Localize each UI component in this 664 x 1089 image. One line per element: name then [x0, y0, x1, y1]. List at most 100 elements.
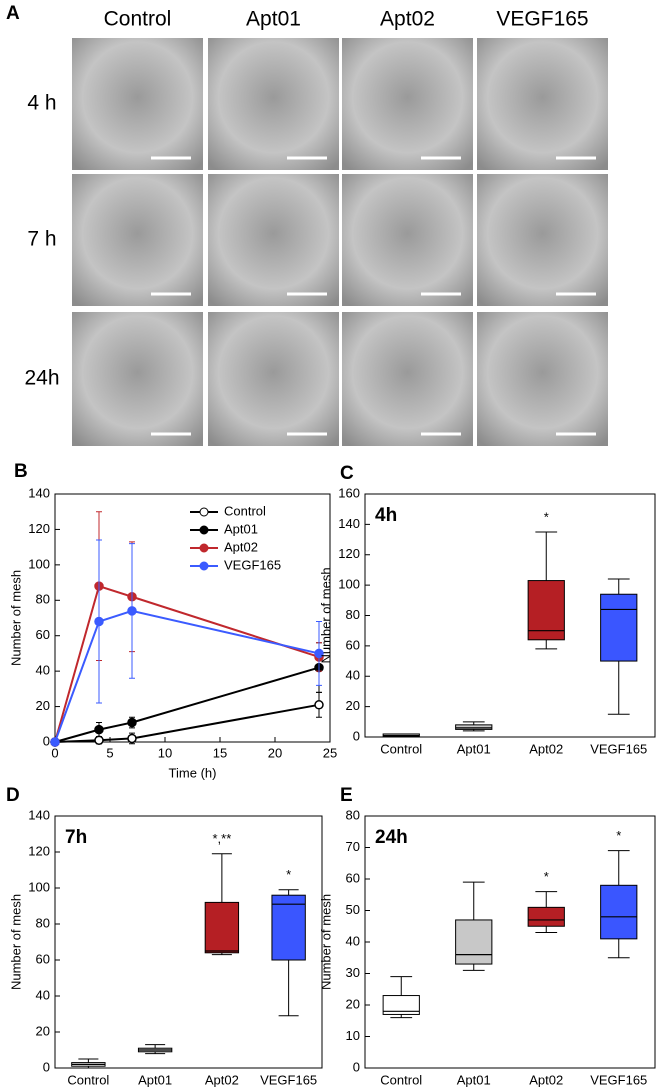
series-line — [54, 703, 320, 743]
box — [455, 724, 493, 730]
y-tick-label: 80 — [36, 915, 50, 930]
micrograph — [342, 312, 473, 446]
data-point — [94, 735, 104, 745]
series-line — [54, 609, 320, 743]
column-label: Apt02 — [380, 8, 435, 31]
box — [204, 901, 240, 954]
panel-letter: D — [6, 785, 20, 806]
data-point — [127, 733, 137, 744]
y-tick-label: 100 — [28, 556, 50, 571]
chart-annotation: 24h — [375, 827, 408, 848]
x-tick-label: Apt02 — [529, 741, 563, 756]
micrograph — [342, 38, 473, 170]
y-tick-label: 100 — [28, 879, 50, 894]
y-tick-label: 60 — [36, 627, 50, 642]
y-tick-label: 20 — [346, 996, 360, 1011]
column-label: Apt01 — [246, 8, 301, 31]
x-tick-label: Control — [380, 741, 422, 756]
legend-marker — [199, 561, 209, 571]
y-tick-label: 120 — [338, 546, 360, 561]
chart-annotation: 4h — [375, 505, 397, 526]
y-tick-label: 160 — [338, 485, 360, 500]
y-tick-label: 40 — [346, 933, 360, 948]
y-tick-label: 60 — [36, 951, 50, 966]
y-tick-label: 0 — [43, 733, 50, 748]
x-tick-label: Control — [67, 1072, 109, 1087]
y-axis-label: Number of mesh — [8, 570, 23, 666]
y-tick-label: 40 — [346, 668, 360, 683]
x-tick-label: 25 — [323, 745, 337, 760]
data-point — [94, 616, 104, 627]
box — [600, 884, 638, 940]
y-tick-label: 140 — [28, 485, 50, 500]
x-tick-label: Apt02 — [205, 1072, 239, 1087]
x-tick-label: Apt01 — [457, 741, 491, 756]
y-tick-label: 0 — [353, 728, 360, 743]
y-tick-label: 80 — [346, 807, 360, 822]
legend-label: VEGF165 — [224, 557, 281, 572]
micrograph — [477, 174, 608, 306]
y-axis-label: Number of mesh — [8, 894, 23, 990]
box — [455, 919, 493, 965]
micrograph — [477, 38, 608, 170]
row-label: 24h — [24, 367, 59, 390]
y-tick-label: 120 — [28, 843, 50, 858]
significance-label: * — [544, 509, 549, 524]
significance-label: * — [616, 828, 621, 843]
x-tick-label: Apt02 — [529, 1072, 563, 1087]
plot-frame — [54, 493, 331, 743]
y-tick-label: 60 — [346, 870, 360, 885]
y-tick-label: 10 — [346, 1028, 360, 1043]
panel-letter: E — [340, 785, 353, 806]
micrograph — [208, 312, 339, 446]
micrograph — [342, 174, 473, 306]
y-tick-label: 80 — [346, 607, 360, 622]
plot-frame — [54, 815, 323, 1069]
panel-letter: A — [6, 3, 20, 24]
x-axis-label: Time (h) — [169, 765, 217, 780]
y-tick-label: 20 — [36, 1023, 50, 1038]
micrograph — [208, 174, 339, 306]
y-tick-label: 40 — [36, 663, 50, 678]
legend-marker — [199, 525, 209, 535]
box — [382, 995, 420, 1015]
x-tick-label: 15 — [213, 745, 227, 760]
box — [600, 593, 638, 662]
y-tick-label: 140 — [28, 807, 50, 822]
y-tick-label: 50 — [346, 902, 360, 917]
plot-frame — [364, 815, 656, 1069]
x-tick-label: 5 — [106, 745, 113, 760]
y-tick-label: 70 — [346, 839, 360, 854]
y-tick-label: 40 — [36, 987, 50, 1002]
y-tick-label: 120 — [28, 521, 50, 536]
x-tick-label: VEGF165 — [590, 741, 647, 756]
x-tick-label: 10 — [158, 745, 172, 760]
significance-label: *,** — [212, 831, 231, 846]
legend-label: Apt02 — [224, 539, 258, 554]
x-tick-label: Apt01 — [457, 1072, 491, 1087]
x-tick-label: Apt01 — [138, 1072, 172, 1087]
x-tick-label: Control — [380, 1072, 422, 1087]
legend-label: Apt01 — [224, 521, 258, 536]
y-tick-label: 20 — [36, 698, 50, 713]
data-point — [314, 648, 324, 659]
x-tick-label: 20 — [268, 745, 282, 760]
y-tick-label: 140 — [338, 516, 360, 531]
significance-label: * — [544, 869, 549, 884]
legend-marker — [199, 543, 209, 553]
y-tick-label: 0 — [43, 1059, 50, 1074]
micrograph — [72, 174, 203, 306]
series-line — [54, 584, 320, 743]
data-point — [94, 724, 104, 735]
row-label: 4 h — [27, 92, 56, 115]
micrograph — [72, 38, 203, 170]
data-point — [50, 737, 60, 747]
box — [527, 906, 565, 927]
column-label: Control — [104, 8, 172, 31]
x-tick-label: 0 — [51, 745, 58, 760]
data-point — [127, 606, 137, 616]
micrograph — [72, 312, 203, 446]
data-point — [314, 700, 324, 710]
significance-label: * — [286, 867, 291, 882]
